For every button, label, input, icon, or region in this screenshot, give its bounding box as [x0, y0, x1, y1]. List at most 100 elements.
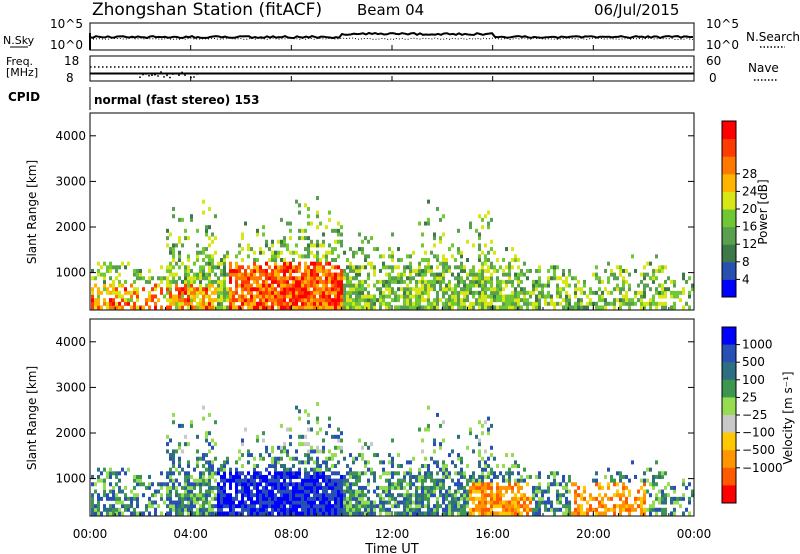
velocity-cell [319, 474, 322, 479]
power-cell [430, 301, 433, 306]
velocity-cell [373, 471, 376, 476]
power-cell [280, 276, 283, 281]
velocity-cell [397, 511, 400, 516]
velocity-cell [265, 474, 268, 479]
velocity-cell [331, 507, 334, 512]
velocity-cell [103, 467, 106, 472]
velocity-cell [328, 423, 331, 428]
power-cell [337, 232, 340, 237]
velocity-cell [154, 511, 157, 516]
velocity-cell [199, 489, 202, 494]
power-cell [166, 283, 169, 288]
power-cell [316, 290, 319, 295]
power-cell [322, 243, 325, 248]
power-cell [169, 301, 172, 306]
power-cell [508, 265, 511, 270]
velocity-cell [304, 500, 307, 505]
power-cell [259, 290, 262, 295]
velocity-cell [253, 474, 256, 479]
velocity-cell [184, 482, 187, 487]
velocity-cell [229, 482, 232, 487]
velocity-cell [451, 460, 454, 465]
power-cell [454, 294, 457, 299]
power-cell [598, 287, 601, 292]
power-cell [139, 276, 142, 281]
power-cell [169, 305, 172, 310]
power-cell [190, 298, 193, 303]
velocity-cell [196, 434, 199, 439]
velocity-cell [262, 507, 265, 512]
nave-tick-bottom: 0 [709, 71, 717, 85]
velocity-cell [556, 489, 559, 494]
velocity-cell [283, 493, 286, 498]
power-cell [307, 214, 310, 219]
power-cell [292, 279, 295, 284]
power-cell [343, 272, 346, 277]
power-cell [448, 268, 451, 273]
power-cell [508, 272, 511, 277]
power-cell [100, 265, 103, 270]
velocity-cell [628, 493, 631, 498]
power-cell [478, 236, 481, 241]
power-cell [127, 261, 130, 266]
velocity-cell [556, 496, 559, 501]
power-cell [235, 283, 238, 288]
power-cell [439, 239, 442, 244]
velocity-cell [361, 485, 364, 490]
power-cell [526, 301, 529, 306]
freq-label-2: [MHz] [6, 66, 38, 79]
power-cell [445, 261, 448, 266]
velocity-cell [334, 471, 337, 476]
power-cell [472, 283, 475, 288]
power-cell [124, 301, 127, 306]
power-cell [682, 276, 685, 281]
power-cell [334, 279, 337, 284]
power-cell [547, 290, 550, 295]
power-cell [547, 279, 550, 284]
velocity-cell [505, 489, 508, 494]
power-cell [526, 268, 529, 273]
power-cell [448, 287, 451, 292]
power-cell [334, 283, 337, 288]
power-cell [247, 290, 250, 295]
velocity-cell [289, 511, 292, 516]
power-cell [481, 261, 484, 266]
velocity-cell [361, 504, 364, 509]
velocity-cell [415, 485, 418, 490]
power-cell [631, 298, 634, 303]
power-cell [202, 287, 205, 292]
power-cell [241, 279, 244, 284]
power-cell [109, 283, 112, 288]
velocity-cell [124, 471, 127, 476]
velocity-cell [187, 482, 190, 487]
power-cell [481, 294, 484, 299]
velocity-cell [367, 460, 370, 465]
velocity-cell [397, 485, 400, 490]
power-cell [469, 268, 472, 273]
power-cell [316, 272, 319, 277]
velocity-cell [106, 493, 109, 498]
velocity-cell [238, 478, 241, 483]
power-cell [217, 265, 220, 270]
velocity-cell [286, 471, 289, 476]
velocity-cell [565, 511, 568, 516]
power-cell [334, 258, 337, 263]
velocity-cell [166, 471, 169, 476]
power-cell [253, 250, 256, 255]
power-cell [310, 283, 313, 288]
power-cell [370, 305, 373, 310]
velocity-cell [322, 496, 325, 501]
power-cell [349, 283, 352, 288]
power-cell [271, 243, 274, 248]
power-cell [571, 276, 574, 281]
velocity-cell [187, 471, 190, 476]
power-cell [652, 298, 655, 303]
power-cell [403, 294, 406, 299]
power-cell [298, 290, 301, 295]
power-cell [373, 265, 376, 270]
power-cell [385, 265, 388, 270]
power-cell [370, 265, 373, 270]
velocity-cell [292, 507, 295, 512]
power-cell [379, 301, 382, 306]
